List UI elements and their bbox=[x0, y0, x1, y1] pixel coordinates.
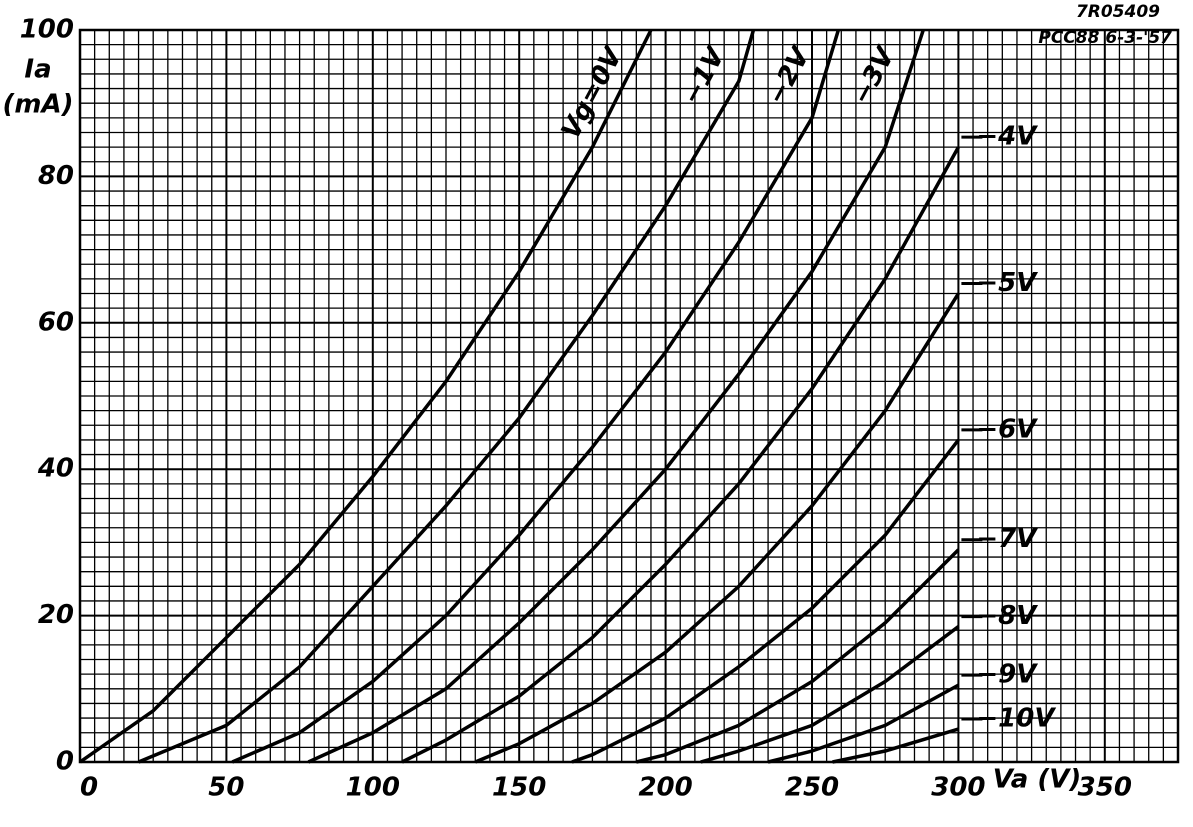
curve bbox=[571, 438, 960, 764]
x-tick-label: 100 bbox=[346, 773, 400, 803]
y-axis-label: Ia bbox=[24, 55, 51, 85]
curve-label: −3V bbox=[846, 41, 902, 110]
curve-label: −9V bbox=[976, 660, 1038, 690]
curve-label: −2V bbox=[761, 41, 817, 110]
x-tick-label: 50 bbox=[208, 773, 244, 803]
x-axis-label: Va (V) bbox=[993, 765, 1082, 795]
y-tick-label: 80 bbox=[38, 161, 74, 191]
plot-frame bbox=[78, 28, 1180, 764]
curve bbox=[307, 29, 925, 764]
y-axis-unit: (mA) bbox=[3, 90, 74, 120]
curve-label: −6V bbox=[976, 414, 1038, 444]
y-tick-label: 40 bbox=[37, 454, 74, 484]
curve bbox=[401, 146, 960, 764]
x-tick-label: 350 bbox=[1078, 773, 1132, 803]
x-tick-label: 150 bbox=[492, 773, 546, 803]
curve bbox=[832, 727, 959, 764]
y-tick-label: 20 bbox=[38, 600, 74, 630]
chart-title: 7R05409 bbox=[1076, 2, 1160, 22]
y-tick-label: 100 bbox=[20, 15, 74, 45]
x-tick-label: 0 bbox=[80, 773, 98, 803]
x-tick-label: 250 bbox=[785, 773, 839, 803]
curve-label: −5V bbox=[976, 268, 1038, 298]
x-tick-label: 300 bbox=[931, 773, 985, 803]
curve-label: −7V bbox=[976, 524, 1038, 554]
curve bbox=[137, 29, 756, 764]
x-tick-label: 200 bbox=[638, 773, 692, 803]
curve bbox=[231, 29, 841, 764]
y-tick-label: 0 bbox=[56, 747, 74, 777]
curve bbox=[700, 625, 960, 764]
curve-label: −10V bbox=[976, 704, 1056, 734]
curve-label: −4V bbox=[976, 122, 1038, 152]
curve bbox=[78, 29, 653, 764]
curve bbox=[474, 292, 960, 764]
curve bbox=[767, 683, 960, 764]
curve bbox=[635, 548, 960, 764]
y-tick-label: 60 bbox=[38, 307, 74, 337]
curve-label: −8V bbox=[976, 601, 1038, 631]
